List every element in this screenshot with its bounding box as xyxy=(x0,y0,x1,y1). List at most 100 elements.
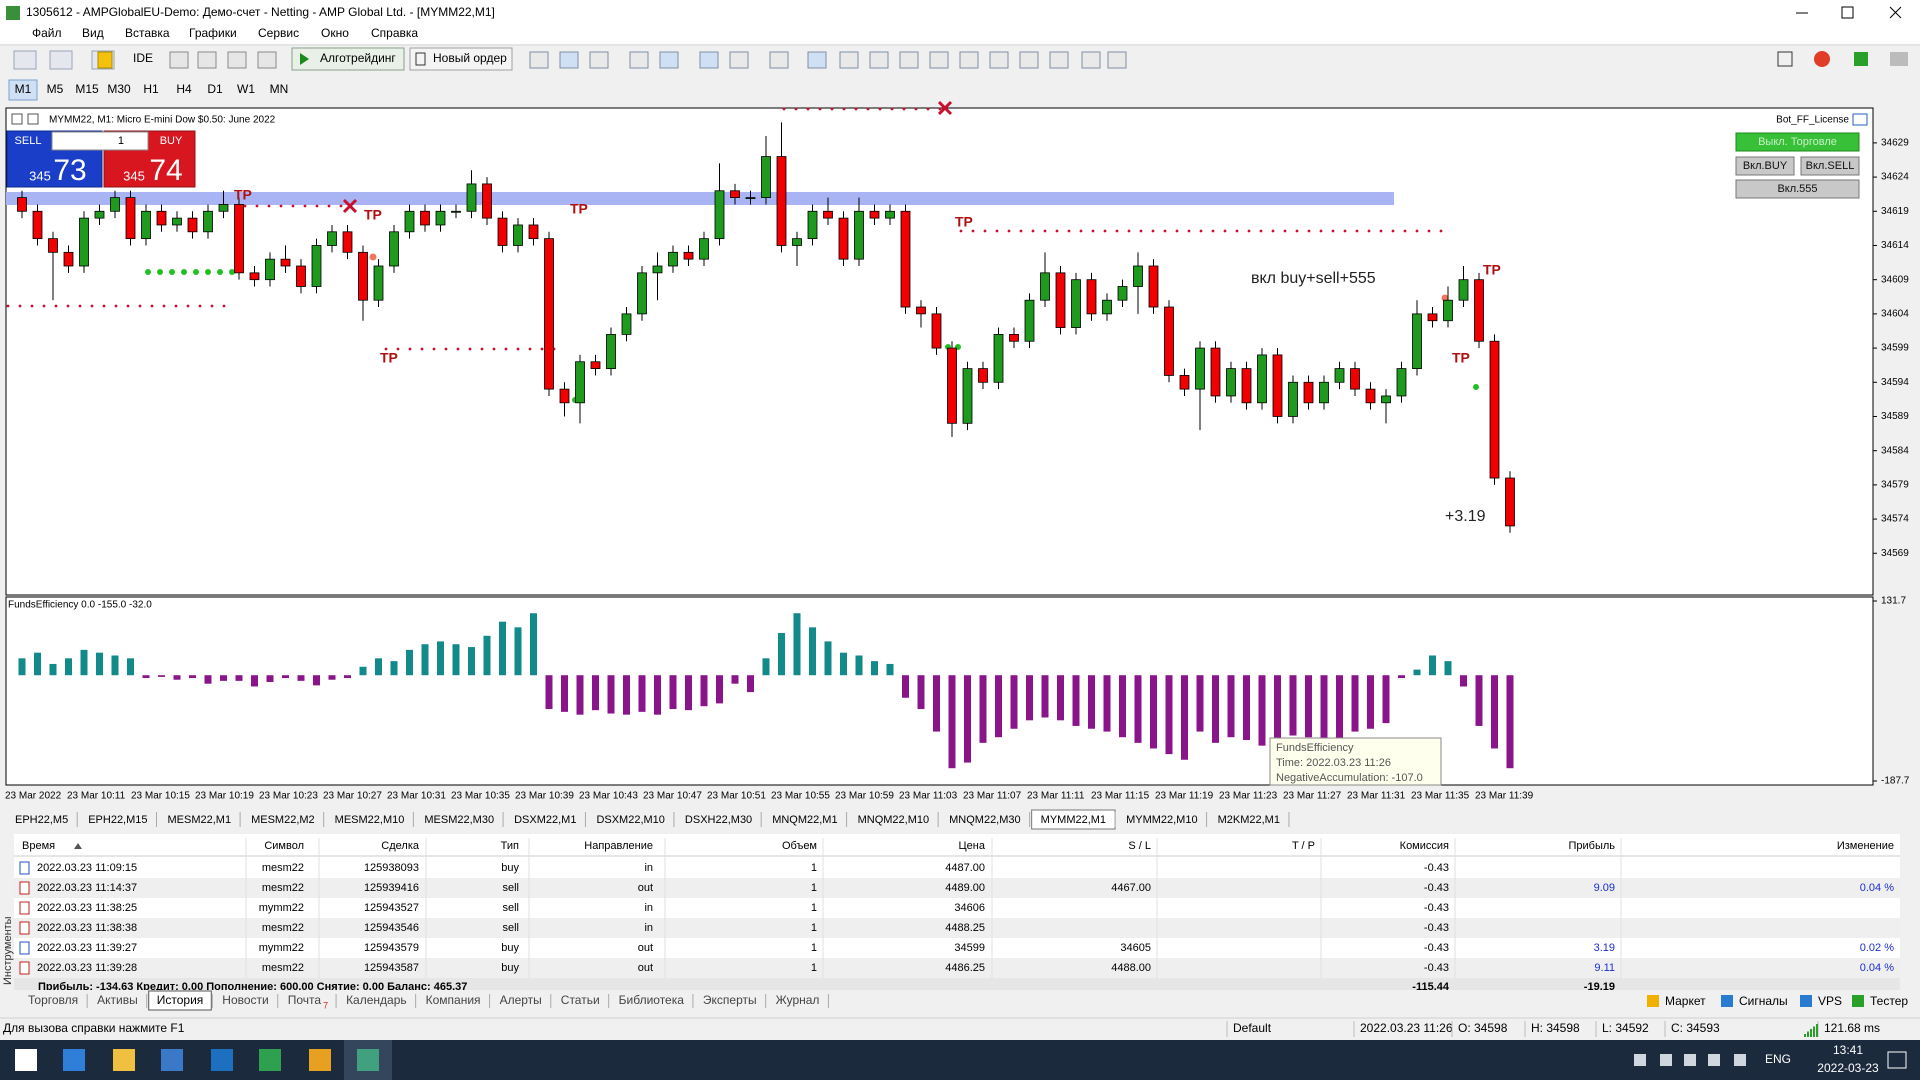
bottom-tab[interactable] xyxy=(417,991,489,1010)
tool-icon[interactable] xyxy=(257,51,277,69)
tool-icon[interactable] xyxy=(839,51,859,69)
volume-field[interactable] xyxy=(51,131,149,151)
chart-tab-label[interactable]: MNQM22,M30 xyxy=(949,814,1021,826)
chart-tab-label[interactable]: MESM22,M1 xyxy=(168,814,232,826)
bottom-tab[interactable] xyxy=(279,991,336,1010)
column-header[interactable]: Комиссия xyxy=(1400,840,1449,852)
menu-item[interactable]: Окно xyxy=(321,26,349,40)
menu-item[interactable]: Сервис xyxy=(258,26,299,40)
tool-icon[interactable] xyxy=(49,50,73,70)
column-header[interactable]: Тип xyxy=(501,840,519,852)
bottom-tab[interactable] xyxy=(552,991,608,1010)
chart-tab[interactable] xyxy=(848,810,939,829)
tray-icon[interactable] xyxy=(1734,1054,1746,1066)
taskbar-icon[interactable] xyxy=(357,1049,379,1071)
tool-icon[interactable] xyxy=(1081,51,1101,69)
bottom-tab-label[interactable]: Статьи xyxy=(561,993,600,1007)
service-icon[interactable] xyxy=(1721,995,1733,1007)
tool-icon[interactable] xyxy=(1107,51,1127,69)
bottom-tab-label[interactable]: Компания xyxy=(426,993,481,1007)
order-button[interactable] xyxy=(409,47,513,71)
chart-tab-label[interactable]: MYMM22,M1 xyxy=(1041,814,1106,826)
chart-tab[interactable] xyxy=(242,810,324,829)
service-icon[interactable] xyxy=(1647,995,1659,1007)
service-link[interactable]: VPS xyxy=(1818,994,1842,1008)
signal-icon[interactable] xyxy=(1854,52,1868,66)
column-header[interactable]: Прибыль xyxy=(1568,840,1615,852)
chart-tab[interactable] xyxy=(6,810,78,829)
tool-icon[interactable] xyxy=(659,51,679,69)
tool-icon[interactable] xyxy=(197,51,217,69)
bottom-tab[interactable] xyxy=(148,990,212,1011)
taskbar-icon[interactable] xyxy=(309,1049,331,1071)
column-header[interactable]: Направление xyxy=(584,840,653,852)
timeframe[interactable]: MN xyxy=(270,82,289,96)
taskbar-icon[interactable] xyxy=(259,1049,281,1071)
chart-tab[interactable] xyxy=(1117,810,1207,829)
tool-icon[interactable] xyxy=(899,51,919,69)
chart-tab-label[interactable]: EPH22,M15 xyxy=(88,814,147,826)
bottom-tab-label[interactable]: Журнал xyxy=(776,993,820,1007)
bottom-tab-label[interactable]: Активы xyxy=(97,993,138,1007)
tool-icon[interactable] xyxy=(629,51,649,69)
tool-icon[interactable] xyxy=(699,51,719,69)
column-header[interactable]: Сделка xyxy=(381,840,420,852)
bottom-tab-label[interactable]: Календарь xyxy=(346,993,407,1007)
bottom-tab[interactable] xyxy=(767,991,828,1010)
menu-item[interactable]: Файл xyxy=(32,26,62,40)
tool-icon[interactable] xyxy=(869,51,889,69)
service-link[interactable]: Тестер xyxy=(1870,994,1908,1008)
tool-icon[interactable] xyxy=(989,51,1009,69)
bottom-tab[interactable] xyxy=(89,991,146,1010)
maximize[interactable] xyxy=(1841,6,1854,19)
tool-icon[interactable] xyxy=(807,51,827,69)
tool-icon[interactable] xyxy=(589,51,609,69)
chart-tab[interactable] xyxy=(158,810,241,829)
menu-item[interactable]: Справка xyxy=(371,26,418,40)
chart-tab-label[interactable]: DSXM22,M1 xyxy=(514,814,576,826)
service-link[interactable]: Сигналы xyxy=(1739,994,1788,1008)
chart-tab-label[interactable]: MESM22,M30 xyxy=(424,814,494,826)
algo-button[interactable] xyxy=(291,47,405,71)
column-header[interactable]: Цена xyxy=(959,840,986,852)
tool-icon[interactable] xyxy=(13,50,37,70)
taskbar-icon[interactable] xyxy=(15,1049,37,1071)
chart-tab-label[interactable]: MYMM22,M10 xyxy=(1126,814,1198,826)
bottom-tab-label[interactable]: Новости xyxy=(222,993,268,1007)
account-icon[interactable] xyxy=(1890,52,1908,66)
bot-button[interactable] xyxy=(1800,156,1860,176)
column-header[interactable]: Объем xyxy=(782,840,817,852)
timeframe[interactable]: W1 xyxy=(237,82,255,96)
tool-icon[interactable] xyxy=(959,51,979,69)
bottom-tab-label[interactable]: Почта xyxy=(288,993,322,1007)
tool-icon[interactable] xyxy=(227,51,247,69)
chart-tab[interactable] xyxy=(587,810,674,829)
timeframe[interactable]: H4 xyxy=(176,82,192,96)
bottom-tab-label[interactable]: История xyxy=(157,993,204,1007)
menu-item[interactable]: Графики xyxy=(189,26,237,40)
bot-button[interactable] xyxy=(1735,132,1860,152)
chart-tab-label[interactable]: MESM22,M2 xyxy=(251,814,315,826)
tool-icon[interactable] xyxy=(729,51,749,69)
service-icon[interactable] xyxy=(1852,995,1864,1007)
tool-icon[interactable] xyxy=(1049,51,1069,69)
chart-tab-label[interactable]: MNQM22,M1 xyxy=(772,814,837,826)
notification-icon[interactable] xyxy=(1887,1051,1907,1069)
bottom-tab[interactable] xyxy=(214,991,277,1010)
tool-icon[interactable] xyxy=(1019,51,1039,69)
taskbar-icon[interactable] xyxy=(211,1049,233,1071)
service-link[interactable]: Маркет xyxy=(1665,994,1706,1008)
notify-icon[interactable] xyxy=(1814,51,1830,67)
chart-tab-label[interactable]: MNQM22,M10 xyxy=(858,814,930,826)
tool-icon[interactable] xyxy=(769,51,789,69)
menu-item[interactable]: Вид xyxy=(82,26,104,40)
timeframe[interactable]: M30 xyxy=(107,82,131,96)
bottom-tab[interactable] xyxy=(491,991,550,1010)
bot-button[interactable] xyxy=(1735,179,1860,199)
tray-icon[interactable] xyxy=(1660,1054,1672,1066)
column-header[interactable]: T / P xyxy=(1292,840,1315,852)
bottom-tab-label[interactable]: Эксперты xyxy=(703,993,757,1007)
chart-tab-label[interactable]: DSXM22,M10 xyxy=(596,814,664,826)
chart-tab[interactable] xyxy=(940,810,1030,829)
column-header[interactable]: Изменение xyxy=(1837,840,1894,852)
